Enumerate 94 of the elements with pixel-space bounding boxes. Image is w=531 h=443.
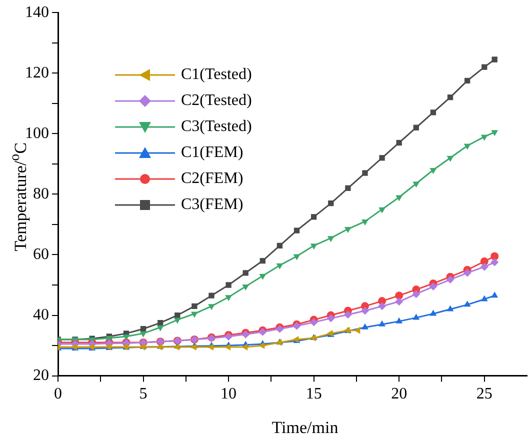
point <box>395 298 404 306</box>
point <box>156 325 164 332</box>
point <box>174 312 180 318</box>
point <box>412 314 420 320</box>
point <box>490 258 499 266</box>
x-tick-label: 20 <box>391 386 408 403</box>
point <box>294 228 300 234</box>
x-tick-label: 5 <box>139 386 148 403</box>
point <box>464 78 470 84</box>
point <box>429 282 438 291</box>
point <box>224 344 231 351</box>
y-tick-label: 80 <box>33 185 49 202</box>
legend-label: C3(FEM) <box>181 195 244 215</box>
point <box>446 156 454 162</box>
x-tick-label: 10 <box>220 386 237 403</box>
y-tick-label: 100 <box>25 124 49 142</box>
point <box>378 302 386 310</box>
point <box>258 342 265 349</box>
legend-label: C1(FEM) <box>181 143 244 163</box>
point <box>344 310 352 319</box>
point <box>360 306 369 315</box>
point <box>362 323 368 330</box>
point <box>226 282 232 288</box>
point <box>260 258 266 264</box>
point <box>208 304 215 310</box>
point <box>174 318 181 324</box>
point <box>190 312 198 318</box>
point <box>276 263 284 270</box>
point <box>326 314 335 322</box>
point <box>446 305 454 312</box>
point <box>396 317 403 324</box>
point <box>482 64 488 70</box>
point <box>140 326 146 332</box>
point <box>242 270 248 276</box>
point <box>430 110 436 116</box>
point <box>396 140 402 146</box>
y-tick-label: 40 <box>33 306 49 324</box>
point <box>140 331 147 338</box>
point <box>310 244 318 250</box>
point <box>208 292 214 298</box>
legend-label: C2(FEM) <box>181 169 244 189</box>
point <box>430 168 437 174</box>
point <box>242 344 248 351</box>
point <box>328 200 334 206</box>
point <box>158 320 164 326</box>
point <box>192 303 198 310</box>
point <box>492 56 498 62</box>
point <box>173 344 180 351</box>
x-tick-label: 0 <box>54 386 62 403</box>
legend-label: C2(Tested) <box>181 91 252 111</box>
point <box>345 185 351 191</box>
point <box>293 254 300 260</box>
point <box>190 344 196 351</box>
point <box>276 242 283 248</box>
y-tick-label: 20 <box>33 367 49 384</box>
point <box>362 219 368 226</box>
point <box>463 268 472 277</box>
point <box>396 195 403 202</box>
point <box>362 170 368 176</box>
y-tick-label: 140 <box>25 4 49 21</box>
point <box>413 124 419 130</box>
point <box>378 320 386 326</box>
x-tick-label: 25 <box>476 386 492 403</box>
point <box>259 274 266 280</box>
point <box>480 134 488 141</box>
point <box>225 295 232 302</box>
point <box>310 318 318 326</box>
point <box>395 292 404 300</box>
point <box>430 310 437 316</box>
point <box>310 214 317 220</box>
point <box>327 236 334 242</box>
point <box>122 334 130 340</box>
legend-label: C1(Tested) <box>181 65 252 85</box>
point <box>447 94 454 100</box>
point <box>412 290 420 298</box>
point <box>464 144 471 150</box>
point <box>491 292 498 298</box>
point <box>491 130 498 136</box>
point <box>379 155 385 161</box>
point <box>378 207 386 214</box>
point <box>344 227 352 234</box>
point <box>412 182 420 188</box>
point <box>446 276 454 284</box>
y-tick-label: 60 <box>33 246 49 263</box>
point <box>242 284 250 291</box>
x-axis-title: Time/min <box>270 418 340 438</box>
y-tick-label: 120 <box>25 64 49 82</box>
point <box>464 300 471 307</box>
point <box>480 262 488 271</box>
x-tick-label: 15 <box>306 386 322 403</box>
legend-label: C3(Tested) <box>181 117 252 137</box>
point <box>354 326 360 334</box>
point <box>480 295 488 302</box>
point <box>490 252 499 260</box>
